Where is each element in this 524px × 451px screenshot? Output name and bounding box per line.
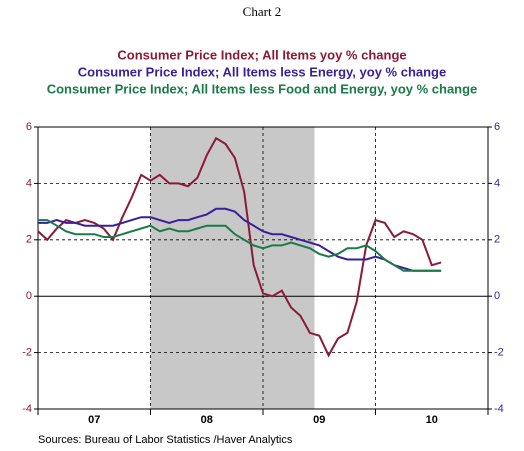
legend-entry: Consumer Price Index; All Items less Ene… xyxy=(78,64,446,79)
y-tick-label: 2 xyxy=(26,234,32,246)
recession-shade xyxy=(150,127,315,409)
x-tick-label: 07 xyxy=(88,414,100,426)
series-line xyxy=(37,136,442,358)
y2-tick-label: -2 xyxy=(494,347,504,359)
y2-tick-label: -4 xyxy=(494,403,504,415)
y2-tick-label: 0 xyxy=(494,290,500,302)
y-tick-label: -2 xyxy=(22,347,32,359)
y2-tick-label: 6 xyxy=(494,121,500,133)
x-tick-label: 10 xyxy=(426,414,438,426)
y-tick-label: 6 xyxy=(26,121,32,133)
x-tick-label: 08 xyxy=(201,414,213,426)
legend-entry: Consumer Price Index; All Items less Foo… xyxy=(47,81,478,96)
y-tick-label: -4 xyxy=(22,403,32,415)
y-tick-label: 4 xyxy=(26,177,32,189)
plot-frame xyxy=(37,126,489,410)
y2-tick-label: 2 xyxy=(494,234,500,246)
y2-tick-label: 4 xyxy=(494,177,500,189)
source: Sources: Bureau of Labor Statistics /Hav… xyxy=(38,434,293,446)
legend-entry: Consumer Price Index; All Items yoy % ch… xyxy=(117,47,406,62)
series-line xyxy=(38,207,442,272)
series-line xyxy=(38,219,442,272)
y-tick-label: 0 xyxy=(26,290,32,302)
chart-title: Chart 2 xyxy=(243,4,282,19)
x-tick-label: 09 xyxy=(313,414,325,426)
